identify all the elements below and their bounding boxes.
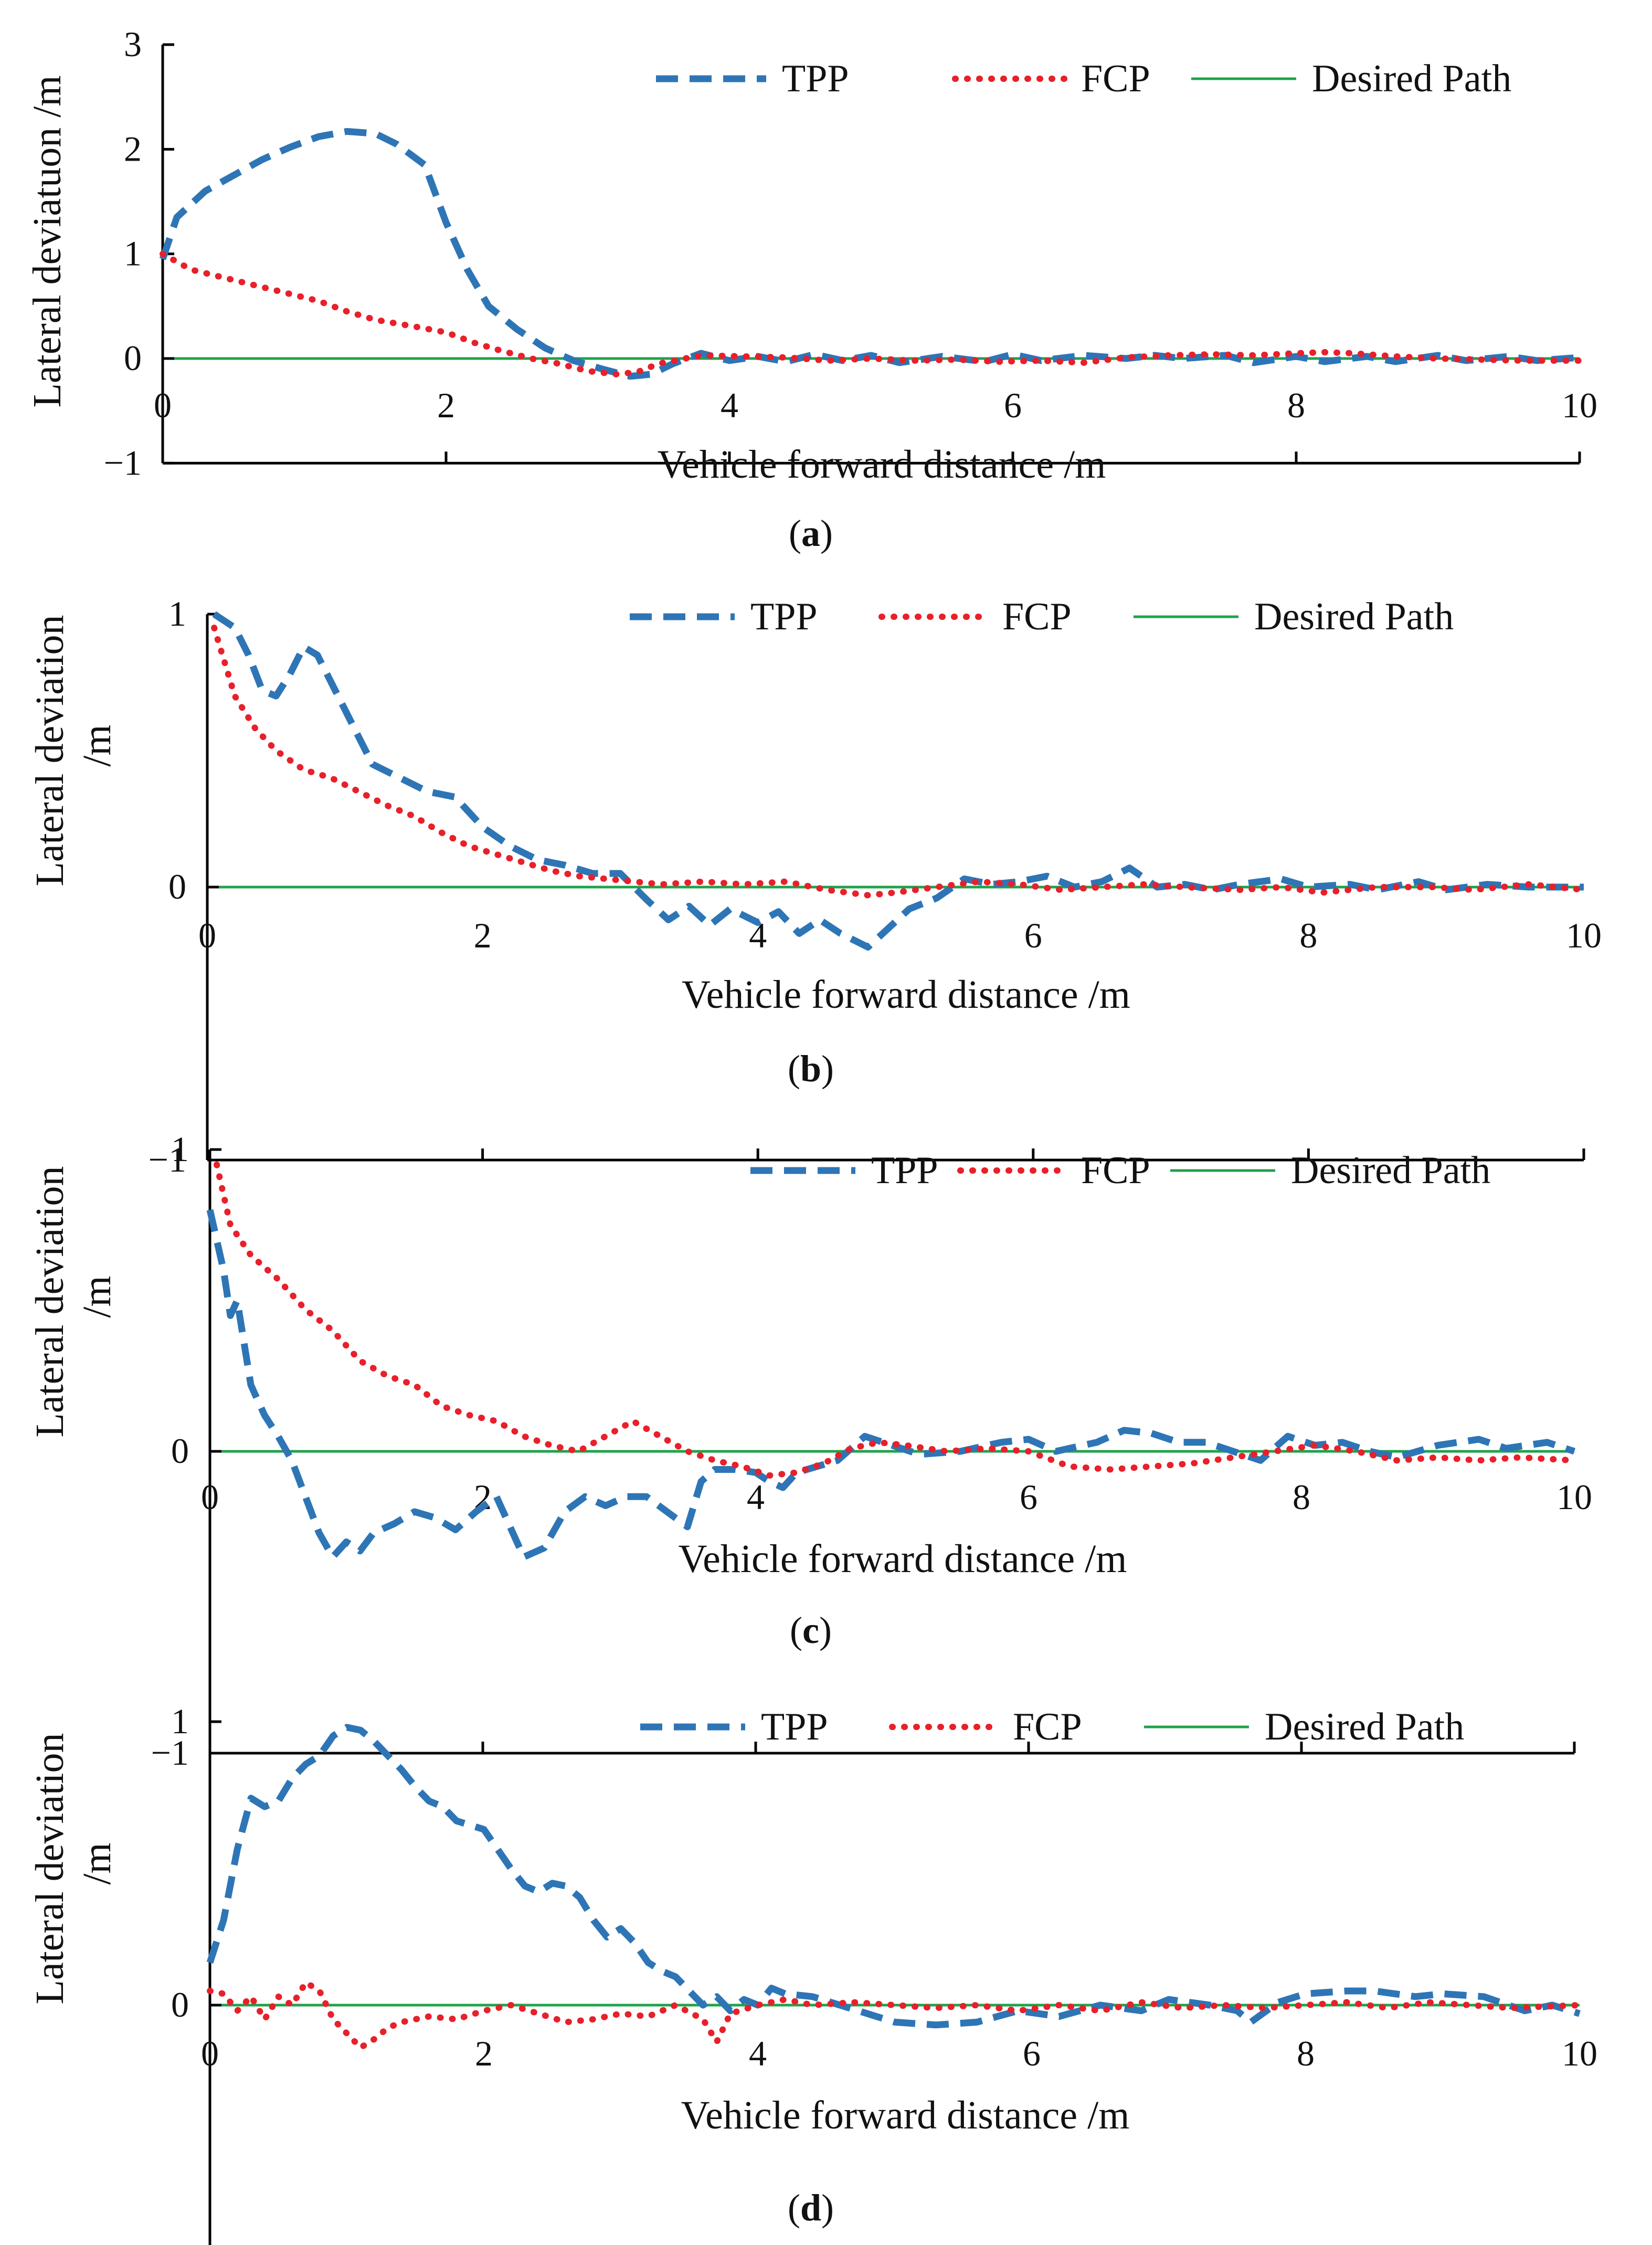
x-tick-label: 2 — [475, 2033, 493, 2073]
x-tick-label: 0 — [154, 385, 172, 425]
x-tick-label: 6 — [1004, 385, 1022, 425]
x-tick-label: 0 — [198, 915, 216, 955]
legend-label: Desired Path — [1254, 595, 1454, 638]
legend-label: TPP — [750, 595, 818, 638]
x-axis-label: Vehicle forward distance /m — [681, 2093, 1130, 2137]
y-tick-label: −1 — [151, 1733, 189, 1773]
legend-label: Desired Path — [1291, 1149, 1490, 1192]
chart-panel-a: 0 2 4 6 8 10 −1 0 1 2 3 TPP FCP Desired Path Vehicle f… — [25, 24, 1597, 554]
x-tick-label: 10 — [1562, 2033, 1597, 2073]
series-line-tpp — [206, 1724, 1581, 2029]
x-tick-label: 4 — [747, 1477, 765, 1517]
x-tick-label: 6 — [1024, 915, 1042, 955]
series-line-tpp — [212, 611, 1584, 951]
y-tick-label: 0 — [168, 867, 186, 907]
x-tick-label: 0 — [201, 2033, 219, 2073]
x-axis-label: Vehicle forward distance /m — [682, 973, 1130, 1017]
x-tick-label: 8 — [1297, 2033, 1315, 2073]
panel-caption: (b) — [788, 1048, 834, 1090]
x-axis-label: Vehicle forward distance /m — [679, 1537, 1127, 1581]
x-tick-label: 6 — [1023, 2033, 1041, 2073]
y-tick-label: 0 — [171, 1431, 189, 1471]
series-line-fcp — [207, 1979, 1583, 2051]
x-tick-label: 2 — [437, 385, 455, 425]
x-tick-label: 8 — [1293, 1477, 1310, 1517]
series-line-fcp — [214, 1161, 1577, 1479]
x-tick-label: 4 — [721, 385, 738, 425]
legend-label: Desired Path — [1265, 1705, 1464, 1748]
x-tick-label: 10 — [1556, 1477, 1592, 1517]
y-tick-label: 1 — [171, 1701, 189, 1741]
x-tick-label: 8 — [1299, 915, 1317, 955]
x-tick-label: 8 — [1287, 385, 1305, 425]
y-tick-label: 1 — [124, 234, 142, 273]
legend-label: FCP — [1081, 57, 1150, 100]
y-tick-label: −1 — [149, 1140, 186, 1179]
y-tick-label: 3 — [124, 24, 142, 64]
y-tick-label: 1 — [171, 1129, 189, 1169]
y-axis-label: Lateral deviation /m — [28, 615, 119, 887]
legend-label: FCP — [1081, 1149, 1150, 1192]
y-tick-label: 0 — [171, 1985, 189, 2025]
panel-caption: (a) — [789, 512, 833, 554]
legend-label: Desired Path — [1312, 57, 1511, 100]
legend-label: TPP — [761, 1705, 828, 1748]
series-line-tpp — [159, 128, 1580, 380]
chart-panel-d: 0 2 4 6 8 10 −1 0 1 TPP FCP Desired Path Vehicle for… — [28, 1701, 1597, 2245]
x-tick-label: 4 — [749, 2033, 767, 2073]
x-tick-label: 10 — [1562, 385, 1597, 425]
legend-label: TPP — [871, 1149, 938, 1192]
panel-caption: (c) — [790, 1609, 832, 1651]
y-tick-label: 2 — [124, 129, 142, 168]
x-tick-label: 0 — [201, 1477, 219, 1517]
series-line-fcp — [160, 250, 1583, 377]
y-tick-label: 1 — [168, 594, 186, 634]
panel-caption: (d) — [788, 2187, 834, 2229]
x-tick-label: 6 — [1020, 1477, 1037, 1517]
y-tick-label: −1 — [104, 442, 142, 482]
y-tick-label: 0 — [124, 338, 142, 378]
legend-label: FCP — [1013, 1705, 1082, 1748]
series-line-tpp — [206, 1209, 1576, 1561]
legend-label: FCP — [1002, 595, 1072, 638]
y-axis-label: Lateral deviation /m — [28, 1733, 119, 2005]
series-line-fcp — [211, 625, 1587, 899]
x-tick-label: 10 — [1566, 915, 1602, 955]
x-tick-label: 2 — [474, 915, 492, 955]
legend-label: TPP — [782, 57, 849, 100]
y-axis-label: Lateral deviation /m — [28, 1166, 119, 1438]
y-axis-label: Lateral deviatuon /m — [25, 75, 69, 407]
x-axis-label: Vehicle forward distance /m — [658, 442, 1106, 487]
